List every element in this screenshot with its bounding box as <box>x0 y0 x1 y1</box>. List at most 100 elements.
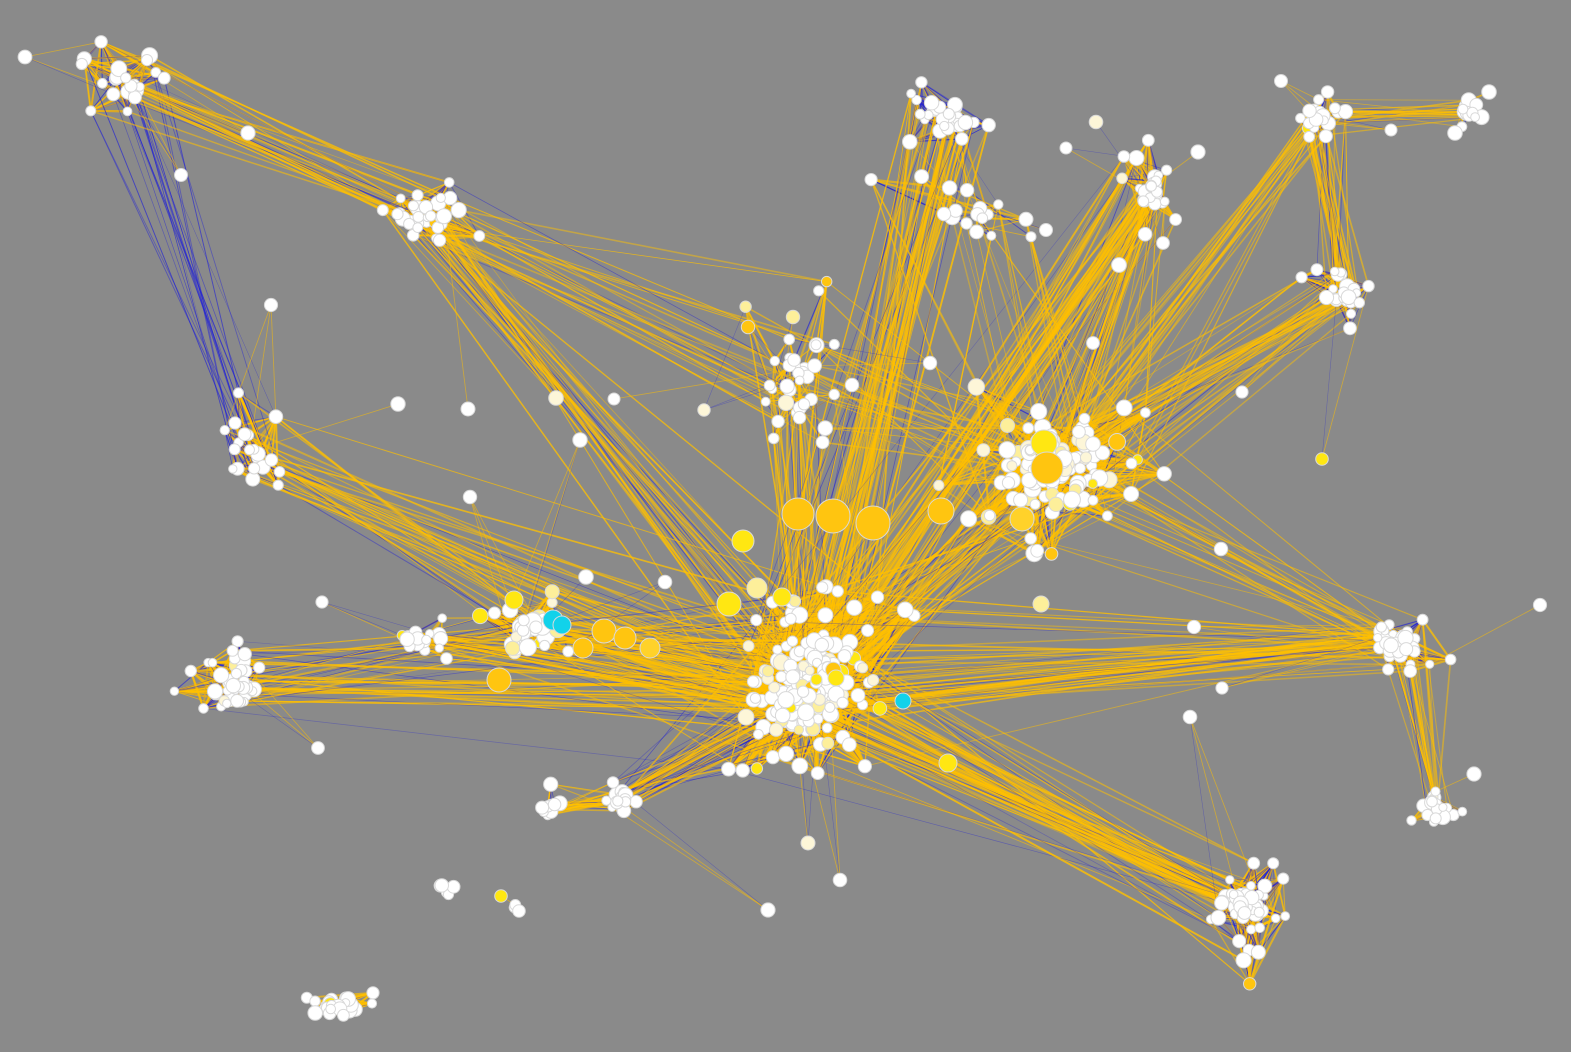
graph-node[interactable] <box>1044 547 1059 561</box>
graph-node[interactable] <box>110 60 128 78</box>
graph-node[interactable] <box>783 333 796 346</box>
graph-node[interactable] <box>1447 125 1463 141</box>
graph-node[interactable] <box>1009 506 1035 532</box>
graph-node[interactable] <box>797 398 811 411</box>
graph-node[interactable] <box>231 635 244 648</box>
graph-node[interactable] <box>735 763 750 778</box>
graph-node[interactable] <box>779 378 795 394</box>
graph-node[interactable] <box>844 377 860 393</box>
graph-node[interactable] <box>1137 195 1150 208</box>
graph-node[interactable] <box>572 432 588 448</box>
graph-node[interactable] <box>815 498 851 534</box>
graph-node[interactable] <box>976 443 991 458</box>
graph-node[interactable] <box>1140 407 1151 419</box>
graph-node[interactable] <box>793 724 805 735</box>
graph-node[interactable] <box>472 607 489 625</box>
graph-node[interactable] <box>941 180 958 196</box>
graph-node[interactable] <box>894 692 912 710</box>
graph-node[interactable] <box>272 479 284 491</box>
graph-node[interactable] <box>810 339 822 351</box>
graph-node[interactable] <box>1213 541 1229 557</box>
graph-node[interactable] <box>572 637 594 659</box>
graph-node[interactable] <box>412 222 424 234</box>
graph-node[interactable] <box>1444 653 1457 666</box>
graph-node[interactable] <box>1145 180 1157 192</box>
graph-node[interactable] <box>1115 399 1133 417</box>
graph-node[interactable] <box>435 192 446 203</box>
graph-node[interactable] <box>1030 451 1064 485</box>
graph-node[interactable] <box>750 762 764 775</box>
graph-node[interactable] <box>1232 934 1247 949</box>
graph-node[interactable] <box>1274 74 1288 88</box>
graph-node[interactable] <box>75 57 88 71</box>
graph-node[interactable] <box>613 626 637 650</box>
graph-node[interactable] <box>959 183 975 198</box>
graph-node[interactable] <box>1237 906 1252 920</box>
graph-node[interactable] <box>1025 231 1037 243</box>
graph-node[interactable] <box>391 208 404 221</box>
graph-node[interactable] <box>796 685 810 698</box>
graph-node[interactable] <box>1235 952 1252 969</box>
graph-node[interactable] <box>1013 492 1029 508</box>
graph-node[interactable] <box>981 117 996 133</box>
graph-node[interactable] <box>807 358 822 374</box>
graph-node[interactable] <box>268 409 284 425</box>
graph-node[interactable] <box>539 639 551 652</box>
graph-node[interactable] <box>1457 806 1468 817</box>
graph-node[interactable] <box>821 275 833 288</box>
graph-node[interactable] <box>716 591 742 617</box>
graph-node[interactable] <box>1228 889 1239 900</box>
graph-node[interactable] <box>425 210 437 222</box>
graph-node[interactable] <box>206 683 224 700</box>
graph-node[interactable] <box>228 416 242 430</box>
graph-node[interactable] <box>140 54 154 67</box>
graph-node[interactable] <box>219 425 231 436</box>
graph-node[interactable] <box>998 441 1017 459</box>
graph-node[interactable] <box>544 584 560 600</box>
graph-node[interactable] <box>1481 84 1497 100</box>
graph-node[interactable] <box>446 879 461 894</box>
graph-node[interactable] <box>473 230 486 242</box>
graph-node[interactable] <box>1246 924 1257 935</box>
graph-node[interactable] <box>857 662 869 674</box>
graph-node[interactable] <box>1457 103 1469 115</box>
graph-node[interactable] <box>607 392 621 406</box>
graph-node[interactable] <box>1215 681 1229 695</box>
graph-node[interactable] <box>1318 129 1333 144</box>
graph-node[interactable] <box>1190 144 1206 160</box>
graph-node[interactable] <box>1375 621 1388 633</box>
graph-node[interactable] <box>1182 709 1198 725</box>
graph-node[interactable] <box>857 759 873 774</box>
graph-node[interactable] <box>828 388 840 401</box>
graph-node[interactable] <box>775 670 788 683</box>
graph-node[interactable] <box>817 607 834 624</box>
graph-node[interactable] <box>1277 872 1290 885</box>
graph-node[interactable] <box>1032 595 1050 613</box>
graph-node[interactable] <box>307 1005 324 1021</box>
graph-node[interactable] <box>769 355 780 367</box>
graph-node[interactable] <box>240 125 256 141</box>
graph-node[interactable] <box>832 872 848 888</box>
graph-node[interactable] <box>1303 130 1316 143</box>
graph-node[interactable] <box>791 757 809 775</box>
graph-node[interactable] <box>1406 815 1417 826</box>
graph-node[interactable] <box>746 577 768 599</box>
graph-node[interactable] <box>1313 94 1325 106</box>
graph-node[interactable] <box>1024 532 1037 545</box>
graph-node[interactable] <box>263 297 279 313</box>
graph-node[interactable] <box>198 703 209 714</box>
graph-node[interactable] <box>960 217 973 230</box>
graph-node[interactable] <box>184 664 198 678</box>
graph-node[interactable] <box>850 688 866 703</box>
graph-node[interactable] <box>434 643 444 653</box>
graph-node[interactable] <box>1039 223 1053 237</box>
graph-node[interactable] <box>761 665 775 678</box>
graph-node[interactable] <box>817 420 834 437</box>
graph-node[interactable] <box>518 638 537 657</box>
graph-node[interactable] <box>421 634 432 646</box>
graph-node[interactable] <box>1159 196 1170 207</box>
graph-node[interactable] <box>1048 496 1064 512</box>
graph-node[interactable] <box>1030 403 1048 421</box>
graph-node[interactable] <box>993 199 1004 210</box>
